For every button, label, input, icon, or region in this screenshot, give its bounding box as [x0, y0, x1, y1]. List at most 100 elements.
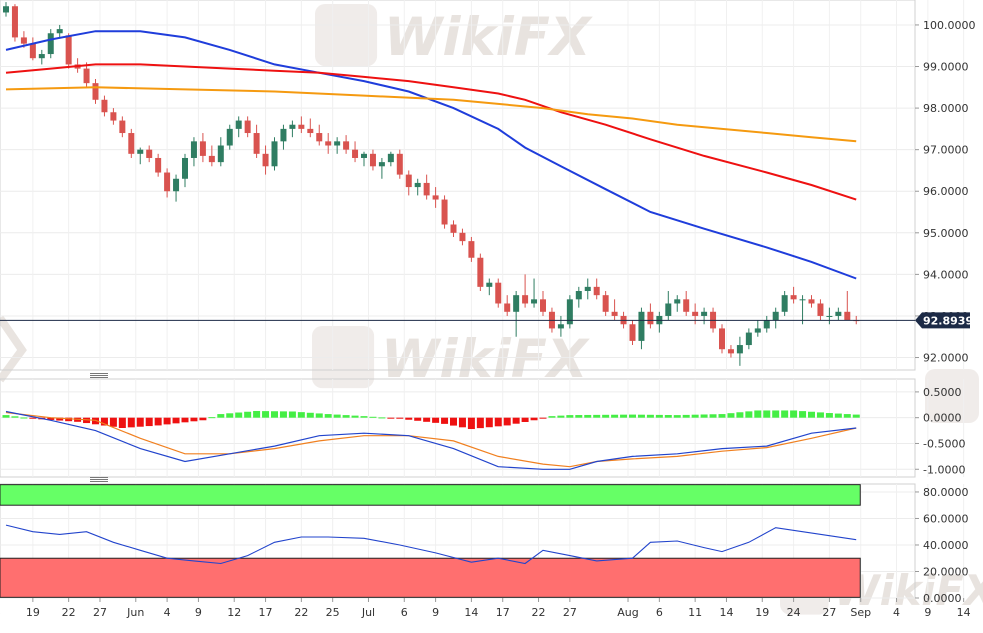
x-tick-label: Sep	[850, 606, 871, 619]
x-tick-label: 6	[401, 606, 408, 619]
candle-body	[244, 120, 251, 134]
macd-histogram-bar	[288, 411, 296, 418]
candle	[173, 174, 180, 202]
candle-body	[3, 6, 9, 13]
rsi-bands	[0, 484, 861, 598]
candle-body	[226, 128, 233, 146]
x-tick-label: 9	[924, 606, 931, 619]
macd-histogram-bar	[727, 413, 735, 418]
candle-body	[361, 153, 367, 158]
y-tick-label: 60.0000	[923, 512, 969, 525]
candle-body	[414, 182, 421, 188]
y-tick-label: 40.0000	[923, 539, 969, 552]
candle	[325, 133, 332, 154]
candle	[208, 145, 215, 167]
candle-body	[92, 83, 99, 100]
candle	[504, 295, 511, 316]
candle-body	[334, 141, 341, 146]
candle	[352, 141, 359, 163]
candle	[727, 345, 734, 358]
candle	[361, 151, 367, 167]
candle-body	[253, 133, 260, 154]
candle	[799, 295, 806, 325]
candle-body	[844, 311, 851, 321]
macd-histogram-bar	[450, 417, 457, 426]
macd-line	[5, 410, 857, 470]
candle-body	[557, 324, 564, 329]
macd-histogram-bar	[315, 413, 323, 418]
candle-body	[701, 311, 708, 316]
macd-histogram-bar	[745, 411, 753, 418]
y-tick-label: 96.0000	[923, 185, 969, 198]
rsi-resize-handle[interactable]	[90, 477, 108, 482]
candle-body	[727, 349, 734, 354]
candle-body	[325, 141, 332, 146]
candle-body	[432, 195, 439, 200]
candle-body	[289, 124, 296, 129]
candle-body	[790, 295, 797, 300]
watermark-badge	[925, 369, 979, 423]
candle	[817, 299, 824, 321]
candle-body	[217, 145, 224, 163]
candle-body	[602, 295, 609, 312]
macd-resize-handle[interactable]	[90, 373, 108, 378]
candle	[432, 187, 439, 208]
candle	[719, 324, 725, 354]
x-tick-label: 14	[957, 606, 971, 619]
macd-histogram-bar	[271, 411, 278, 418]
macd-histogram-bar	[405, 417, 413, 420]
candle-body	[29, 43, 36, 59]
candle	[369, 149, 376, 171]
panel-resize-handles[interactable]	[90, 373, 108, 482]
candle-body	[146, 149, 153, 158]
candle	[262, 145, 269, 175]
candle-body	[307, 128, 314, 134]
candle-body	[459, 232, 466, 242]
candle-body	[298, 124, 305, 129]
macd-histogram-bar	[557, 415, 565, 418]
candle	[701, 307, 708, 325]
macd-histogram-bar	[790, 410, 798, 418]
candle	[468, 236, 475, 262]
candle-body	[441, 199, 448, 225]
candle	[244, 116, 251, 138]
y-tick-label: 20.0000	[923, 565, 969, 578]
macd-histogram-bar	[521, 417, 529, 422]
candle	[405, 170, 412, 196]
macd-histogram-bar	[199, 417, 207, 421]
macd-histogram-bar	[629, 414, 636, 418]
oversold-band	[0, 557, 861, 598]
candle	[92, 78, 99, 104]
macd-histogram-bar	[20, 417, 28, 419]
macd-histogram-bar	[154, 417, 162, 426]
y-tick-label: 0.0000	[923, 412, 962, 425]
candle	[343, 135, 350, 154]
macd-histogram-bar	[530, 417, 538, 421]
candle	[477, 253, 484, 292]
macd-histogram-bar	[593, 414, 601, 418]
macd-histogram-bar	[136, 417, 144, 427]
candle-body	[316, 133, 323, 142]
candle-body	[611, 311, 618, 316]
candle	[790, 286, 797, 304]
candle	[128, 128, 135, 158]
candle-body	[495, 282, 502, 304]
candle-body	[745, 332, 752, 346]
candle	[763, 315, 770, 333]
candle-body	[235, 120, 242, 129]
macd-histogram-bar	[29, 417, 37, 419]
candle	[423, 174, 430, 200]
candle	[280, 124, 287, 150]
candle-body	[11, 6, 18, 38]
macd-histogram-bar	[575, 415, 583, 418]
grid-lines	[0, 0, 965, 599]
y-tick-label: 80.0000	[923, 486, 969, 499]
x-tick-label: 4	[0, 606, 1, 619]
candle-body	[826, 315, 833, 317]
macd-histogram-bar	[476, 417, 484, 429]
candle-body	[477, 257, 484, 287]
candle	[495, 278, 502, 308]
macd-histogram-bar	[253, 410, 261, 418]
candle	[665, 291, 672, 321]
candle	[575, 286, 582, 308]
